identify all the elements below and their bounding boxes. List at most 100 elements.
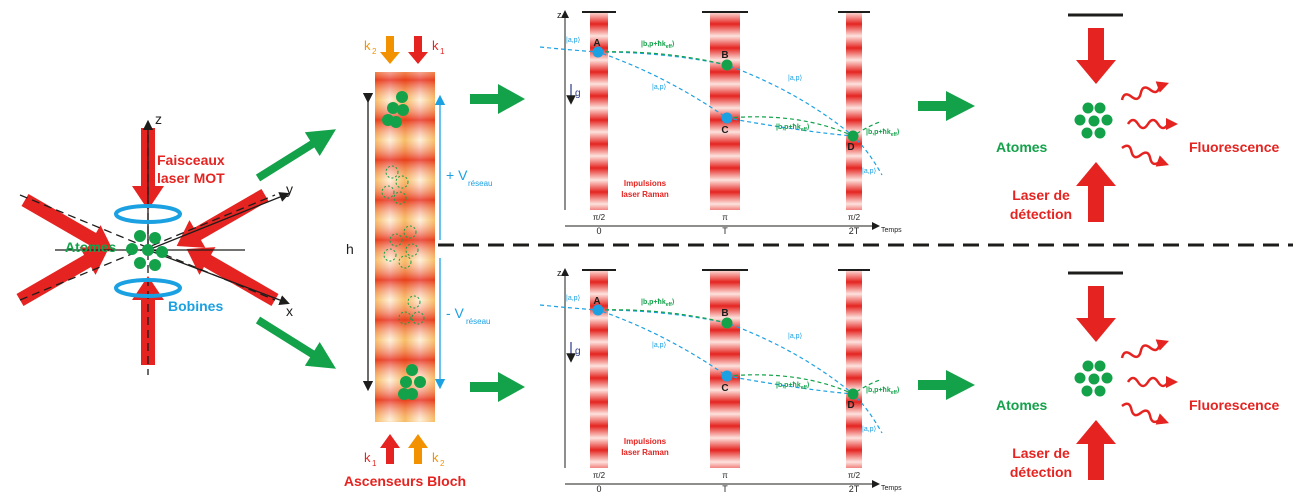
- interf-point-c: [721, 370, 733, 382]
- interf-point-a: [592, 46, 604, 58]
- bloch-k1-bottom-sub: 1: [372, 459, 377, 468]
- arrow-to-lower-bloch: [255, 316, 337, 369]
- detection-atom-0: [1082, 360, 1094, 372]
- detection-beam-down-head: [1076, 318, 1116, 342]
- state-b-label-1: |b,p+ħkeff⟩: [776, 381, 810, 391]
- detection-laser-label-line1: Laser de: [1012, 187, 1070, 203]
- fluorescence-label: Fluorescence: [1189, 139, 1279, 155]
- detection-atoms-label: Atomes: [996, 397, 1048, 413]
- trajectory-b-upper: [597, 51, 728, 66]
- interf-point-c: [721, 112, 733, 124]
- interf-point-label-d: D: [847, 142, 854, 153]
- state-b-label-2: |b,p+ħkeff⟩: [866, 386, 900, 396]
- state-a-label-3: |a,p⟩: [862, 425, 877, 433]
- pulse-area-label-1: π: [722, 213, 728, 222]
- interf-point-b: [721, 317, 733, 329]
- interf-time-label: Temps: [881, 227, 902, 234]
- pulse-area-label-2: π/2: [848, 471, 861, 480]
- mot-axis-x-label: x: [286, 303, 293, 319]
- fluorescence-wave-1: [1126, 376, 1178, 388]
- interf-point-a: [592, 304, 604, 316]
- bloch-top-beams: k 2 k 1: [364, 36, 445, 64]
- bloch-k2-bottom: k: [432, 450, 439, 465]
- bloch-k1-top: k: [432, 38, 439, 53]
- interf-point-label-a: A: [593, 38, 600, 49]
- detection-top: Atomes Fluorescence Laser de détection: [996, 13, 1279, 222]
- raman-pulse-2: [846, 12, 862, 210]
- time-tick-1: T: [722, 484, 728, 494]
- fluorescence-label: Fluorescence: [1189, 397, 1279, 413]
- bloch-lattice-fringes: [375, 72, 435, 422]
- mot-panel: z y x Faisceaux laser MOT Atomes Bobines: [16, 111, 293, 375]
- state-b-label-1: |b,p+ħkeff⟩: [776, 123, 810, 133]
- detection-beam-up: [1088, 442, 1104, 480]
- state-b-label-0: |b,p+ħkeff⟩: [641, 40, 675, 50]
- mot-axis-z-label: z: [155, 111, 162, 127]
- detection-beam-down-head: [1076, 60, 1116, 84]
- time-tick-2: 2T: [849, 226, 860, 236]
- bloch-v-down-label: - V: [446, 305, 465, 321]
- bloch-ghost-atoms: [381, 165, 425, 325]
- detection-laser-label-line2: détection: [1010, 464, 1072, 480]
- bloch-bottom-atoms: [398, 364, 426, 400]
- detection-beam-up: [1088, 184, 1104, 222]
- raman-pulse-0: [590, 270, 608, 468]
- interf-z-label: z: [557, 10, 562, 20]
- arrow-to-upper-bloch: [255, 129, 337, 182]
- interf-point-label-c: C: [721, 125, 728, 136]
- fluorescence-wave-2: [1121, 144, 1169, 167]
- mot-to-bloch-arrows: [255, 129, 337, 369]
- state-a-label-0: |a,p⟩: [566, 36, 581, 44]
- bloch-k2-top-sub: 2: [372, 47, 377, 56]
- interf-point-d: [847, 130, 859, 142]
- mot-beam-upper-right: [176, 188, 269, 248]
- detection-atom-5: [1081, 385, 1093, 397]
- bloch-k2-top: k: [364, 38, 371, 53]
- interf-point-d: [847, 388, 859, 400]
- detection-atom-1: [1094, 360, 1106, 372]
- detection-atom-5: [1081, 127, 1093, 139]
- detection-beam-down: [1088, 28, 1104, 63]
- bloch-k1-top-sub: 1: [440, 47, 445, 56]
- trajectory-b-lower: [726, 116, 881, 137]
- detection-bottom: Atomes Fluorescence Laser de détection: [996, 271, 1279, 480]
- mot-axis-y: [147, 192, 290, 251]
- raman-pulse-1: [710, 12, 740, 210]
- interf-point-label-c: C: [721, 383, 728, 394]
- trajectory-b-upper: [597, 309, 728, 324]
- mot-coils-label: Bobines: [168, 298, 223, 314]
- detection-beam-up-head: [1076, 162, 1116, 186]
- interferometer-bottom: π/2 0 πTπ/2 2T z Temps g A B C D |a,p⟩ |a,p⟩ |a,p⟩ |a,…: [539, 268, 902, 494]
- detection-beam-up-head: [1076, 420, 1116, 444]
- detection-atom-2: [1074, 372, 1086, 384]
- fluorescence-wave-2: [1121, 402, 1169, 425]
- mot-beams-label-line2: laser MOT: [157, 170, 225, 186]
- mot-axis-y-label: y: [286, 181, 293, 197]
- state-a-label-3: |a,p⟩: [862, 167, 877, 175]
- raman-pulse-1: [710, 270, 740, 468]
- interferometer-top: π/2 0 πTπ/2 2T z Temps g A B C D |a,p⟩ |a,p⟩ |a,p⟩ |a,…: [539, 10, 902, 236]
- coil-top: [114, 204, 182, 224]
- interf-point-label-b: B: [721, 308, 728, 319]
- bloch-panel: k 2 k 1 k 1 k 2 h + V réseau - V réseau …: [344, 36, 492, 489]
- detection-atoms-label: Atomes: [996, 139, 1048, 155]
- raman-pulse-2: [846, 270, 862, 468]
- raman-label-line2: laser Raman: [621, 448, 669, 457]
- detection-atom-4: [1101, 114, 1113, 126]
- time-tick-0: 0: [596, 226, 601, 236]
- bloch-v-up-sub: réseau: [468, 179, 492, 188]
- detection-atom-3: [1088, 115, 1100, 127]
- interf-time-label: Temps: [881, 485, 902, 492]
- mot-beam-lower-right: [186, 247, 279, 307]
- time-tick-0: 0: [596, 484, 601, 494]
- detection-atom-6: [1094, 127, 1106, 139]
- bloch-title: Ascenseurs Bloch: [344, 473, 466, 489]
- pulse-area-label-0: π/2: [593, 213, 606, 222]
- fluorescence-wave-0: [1120, 81, 1169, 101]
- trajectory-b-lower: [726, 374, 881, 395]
- detection-laser-label-line1: Laser de: [1012, 445, 1070, 461]
- detection-atom-6: [1094, 385, 1106, 397]
- pulse-area-label-2: π/2: [848, 213, 861, 222]
- fluorescence-wave-1: [1126, 118, 1178, 130]
